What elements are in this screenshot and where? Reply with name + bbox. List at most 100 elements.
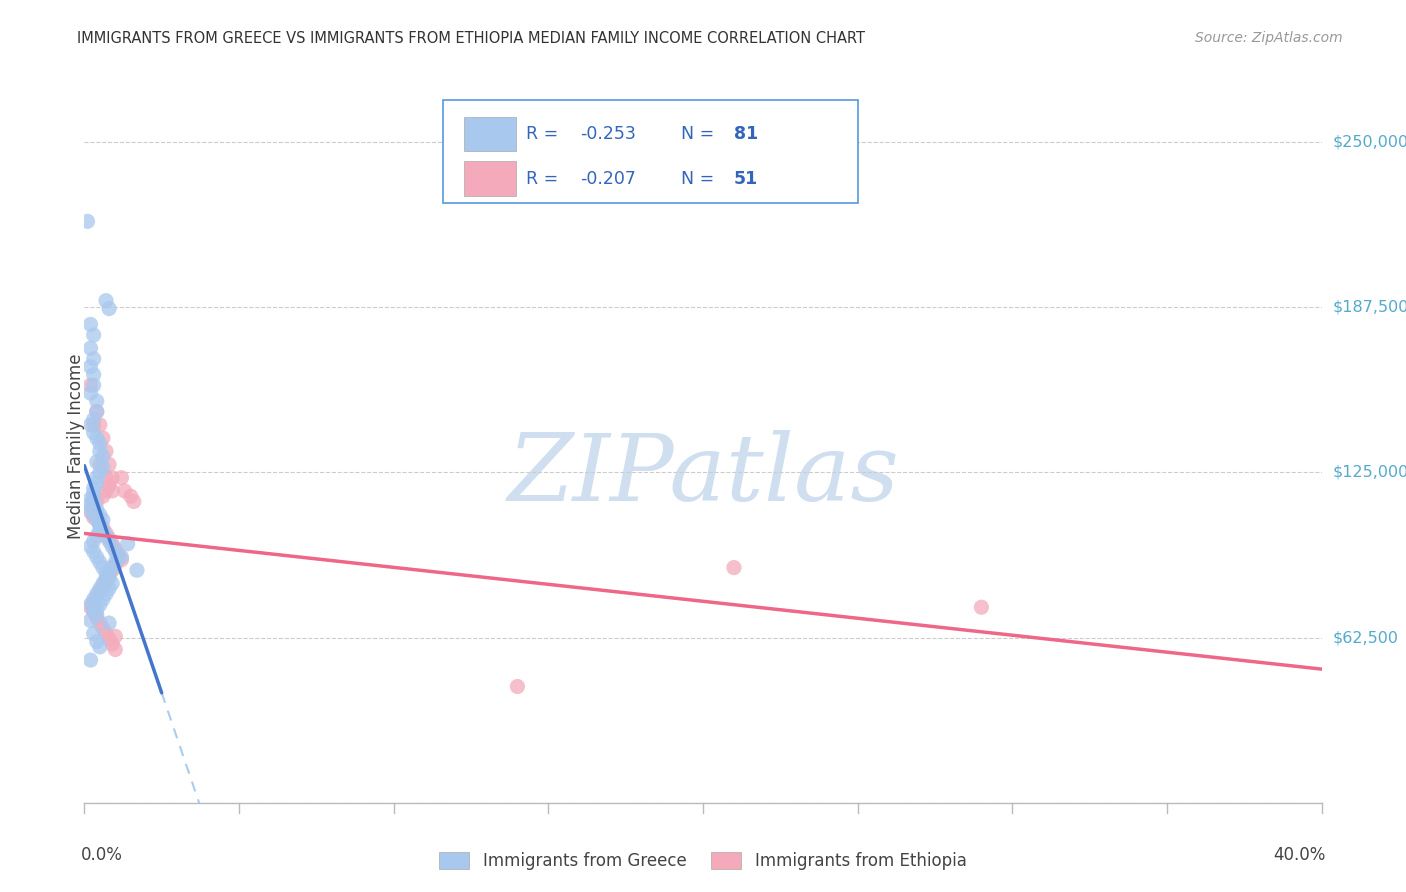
Point [83,534,105,549]
Point [104,558,127,572]
Point [79,614,101,628]
Point [101,537,124,551]
Point [98,534,121,549]
Point [98,571,121,585]
Point [83,603,105,617]
Point [86,608,108,623]
Legend: Immigrants from Greece, Immigrants from Ethiopia: Immigrants from Greece, Immigrants from … [433,845,973,877]
Point [110,552,132,566]
Point [83,497,105,511]
Point [104,545,127,559]
Point [86,587,108,601]
Point [110,549,132,564]
Text: 81: 81 [734,125,758,144]
Point [89,508,111,522]
Point [89,518,111,533]
Point [79,598,101,612]
Point [101,563,124,577]
Point [107,549,129,564]
Point [101,471,124,485]
Point [98,616,121,631]
Point [89,417,111,432]
Point [83,368,105,382]
Point [91,513,114,527]
Point [86,494,108,508]
Point [89,458,111,472]
Point [94,571,117,585]
Text: R =: R = [526,125,564,144]
Point [86,394,108,409]
Point [94,483,117,498]
Point [79,505,101,519]
Point [83,510,105,524]
Point [104,642,127,657]
Point [79,600,101,615]
Point [89,598,111,612]
Point [94,471,117,485]
Point [98,566,121,580]
Point [79,417,101,432]
Text: N =: N = [681,169,720,187]
Point [83,606,105,620]
Point [91,460,114,475]
Point [79,497,101,511]
Point [94,444,117,458]
Text: -0.253: -0.253 [581,125,637,144]
Point [723,560,745,574]
Point [89,518,111,533]
Point [83,491,105,506]
Point [91,621,114,635]
Point [83,481,105,495]
Point [86,502,108,516]
Point [94,293,117,308]
Text: $250,000: $250,000 [1333,135,1406,150]
Point [506,680,529,694]
Point [91,431,114,445]
Point [83,425,105,440]
Point [98,582,121,596]
Text: Source: ZipAtlas.com: Source: ZipAtlas.com [1195,31,1343,45]
Point [89,466,111,480]
Point [89,516,111,530]
Text: 51: 51 [734,169,758,187]
Point [91,579,114,593]
Point [101,560,124,574]
Point [79,318,101,332]
Point [91,592,114,607]
Point [110,471,132,485]
Point [94,587,117,601]
Point [104,555,127,569]
Point [89,436,111,450]
Point [83,595,105,609]
Point [101,540,124,554]
Point [83,626,105,640]
Point [86,475,108,490]
Point [79,386,101,401]
Point [120,489,142,503]
Point [76,214,98,228]
Point [86,590,108,604]
Point [91,521,114,535]
Text: ZIPatlas: ZIPatlas [508,430,898,519]
Point [104,629,127,643]
Point [89,582,111,596]
Point [101,576,124,591]
Point [83,508,105,522]
Point [98,478,121,492]
Point [970,600,993,615]
Point [83,412,105,426]
Point [89,555,111,569]
Text: -0.207: -0.207 [581,169,637,187]
FancyBboxPatch shape [443,100,858,203]
Point [86,455,108,469]
Point [89,616,111,631]
Point [86,471,108,485]
Point [98,632,121,646]
Point [94,626,117,640]
Point [107,547,129,561]
Point [86,529,108,543]
Point [101,483,124,498]
Point [83,351,105,366]
Point [91,576,114,591]
Point [98,301,121,316]
